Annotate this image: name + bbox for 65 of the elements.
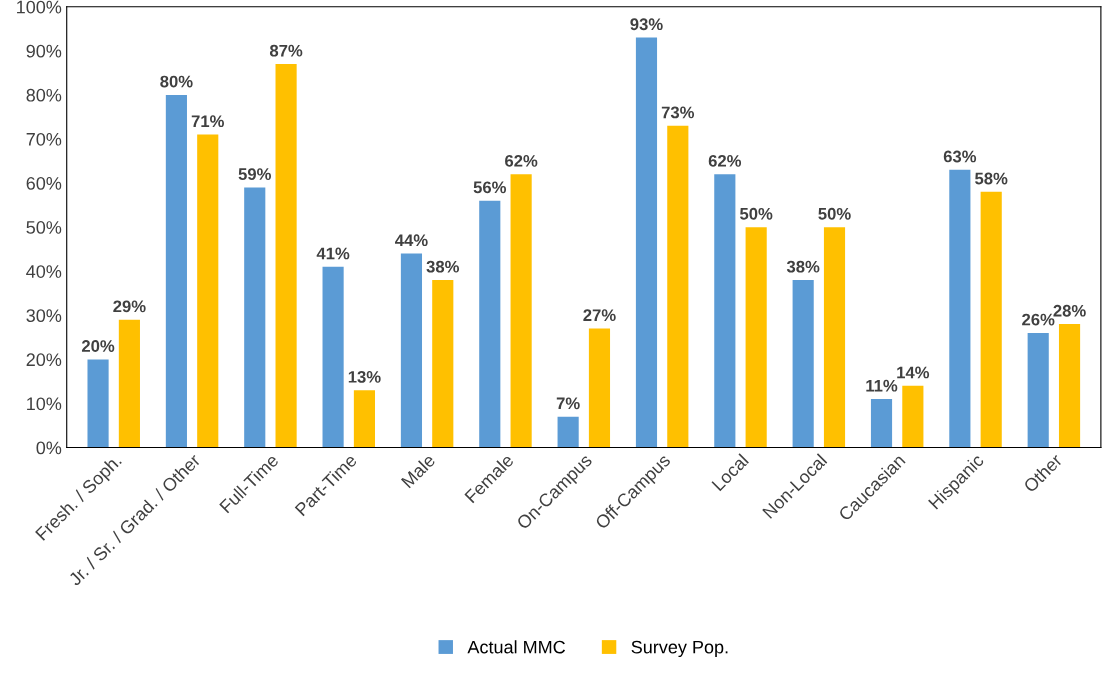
y-tick-label: 50% — [26, 221, 62, 234]
data-label: 27% — [583, 309, 616, 322]
data-label: 71% — [191, 115, 224, 128]
bar — [353, 390, 376, 448]
bar — [980, 191, 1002, 448]
bar — [510, 174, 532, 448]
data-label: 26% — [1022, 313, 1055, 326]
y-tick-label: 100% — [17, 0, 62, 14]
data-label: 44% — [395, 234, 428, 247]
data-label: 20% — [81, 340, 115, 352]
data-label: 38% — [786, 260, 820, 273]
bar — [635, 37, 658, 448]
data-label: 14% — [897, 366, 930, 379]
bar — [714, 174, 736, 448]
bar — [400, 253, 423, 448]
y-tick-label: 20% — [26, 353, 62, 367]
y-tick-label: 40% — [26, 265, 62, 278]
bar — [432, 280, 454, 448]
data-label: 58% — [975, 172, 1008, 185]
data-label: 13% — [348, 370, 381, 383]
y-tick-label: 0% — [36, 441, 62, 455]
data-label: 11% — [866, 379, 898, 392]
bar — [165, 94, 187, 448]
data-label: 56% — [473, 181, 507, 194]
bar — [588, 328, 611, 448]
data-label: 87% — [269, 44, 303, 57]
data-label: 28% — [1053, 304, 1086, 317]
data-label: 59% — [238, 168, 271, 180]
y-tick-label: 90% — [26, 44, 62, 58]
data-label: 38% — [426, 260, 460, 273]
bar — [902, 385, 924, 448]
data-label: 63% — [943, 150, 977, 163]
bar — [1058, 324, 1081, 448]
bar — [745, 227, 767, 448]
data-label: 73% — [661, 106, 695, 119]
bar — [479, 200, 501, 448]
data-label: 62% — [505, 154, 538, 167]
data-label: 93% — [630, 18, 663, 31]
bar — [1027, 332, 1049, 448]
data-label: 80% — [160, 75, 193, 88]
y-tick-label: 10% — [27, 397, 62, 411]
data-label: 41% — [316, 247, 350, 260]
bar — [197, 134, 219, 448]
bar — [118, 319, 140, 448]
y-tick-label: 70% — [26, 132, 62, 146]
data-label: 29% — [113, 300, 146, 313]
bar — [275, 64, 297, 448]
y-tick-label: 30% — [26, 309, 62, 323]
legend-label: Actual MMC — [467, 640, 566, 654]
data-label: 7% — [556, 397, 580, 410]
bar — [557, 416, 579, 448]
bar — [870, 399, 893, 448]
bar — [792, 280, 814, 448]
bar — [823, 227, 846, 448]
y-tick-label: 80% — [26, 88, 62, 102]
data-label: 50% — [818, 207, 851, 220]
bar — [244, 187, 266, 448]
bar — [667, 125, 689, 448]
y-tick-label: 60% — [26, 176, 62, 190]
bar — [322, 266, 344, 448]
data-label: 62% — [708, 154, 742, 167]
legend-label: Survey Pop. — [631, 640, 728, 658]
data-label: 50% — [739, 207, 773, 220]
bar — [87, 359, 109, 448]
bar — [949, 169, 971, 448]
